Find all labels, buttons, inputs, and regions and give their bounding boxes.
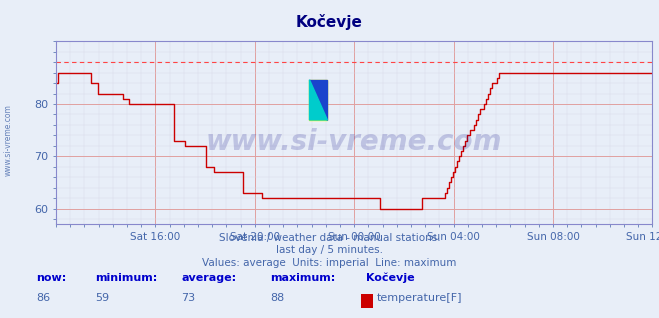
Polygon shape xyxy=(310,80,328,120)
Text: average:: average: xyxy=(181,273,237,283)
Text: temperature[F]: temperature[F] xyxy=(377,293,463,302)
Text: last day / 5 minutes.: last day / 5 minutes. xyxy=(276,245,383,255)
Text: 86: 86 xyxy=(36,293,50,302)
Text: maximum:: maximum: xyxy=(270,273,335,283)
Text: 59: 59 xyxy=(96,293,109,302)
Polygon shape xyxy=(310,80,328,120)
Text: www.si-vreme.com: www.si-vreme.com xyxy=(206,128,502,156)
Bar xyxy=(310,80,328,120)
Text: Values: average  Units: imperial  Line: maximum: Values: average Units: imperial Line: ma… xyxy=(202,258,457,268)
Text: 88: 88 xyxy=(270,293,285,302)
Text: Kočevje: Kočevje xyxy=(296,14,363,30)
Text: www.si-vreme.com: www.si-vreme.com xyxy=(3,104,13,176)
Text: Slovenia / weather data - manual stations.: Slovenia / weather data - manual station… xyxy=(219,233,440,243)
Text: now:: now: xyxy=(36,273,67,283)
Text: Kočevje: Kočevje xyxy=(366,273,415,283)
Text: 73: 73 xyxy=(181,293,195,302)
Text: minimum:: minimum: xyxy=(96,273,158,283)
